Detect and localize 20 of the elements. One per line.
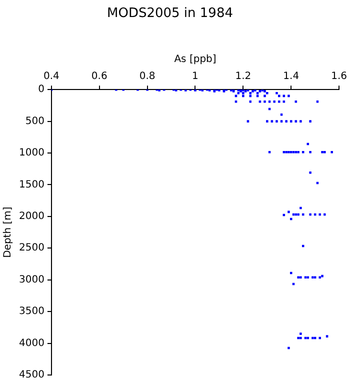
- y-tick-label: 4000: [18, 338, 44, 349]
- x-axis-title: As [ppb]: [174, 54, 216, 66]
- x-tick-label: 0.4: [43, 71, 60, 82]
- y-tick-label: 1500: [18, 179, 44, 190]
- chart-title: MODS2005 in 1984: [107, 6, 233, 22]
- y-tick-label: 2500: [18, 242, 44, 254]
- y-axis-title: Depth [m]: [2, 206, 14, 258]
- y-tick-label: 1000: [18, 148, 44, 159]
- y-tick-label: 4500: [18, 370, 44, 381]
- x-tick-label: 0.6: [91, 71, 108, 82]
- y-tick-label: 2000: [18, 211, 44, 222]
- x-tick-label: 1: [192, 71, 198, 82]
- x-tick-label: 1.4: [283, 71, 300, 82]
- y-tick-label: 0: [38, 84, 44, 96]
- y-tick-label: 500: [25, 116, 44, 127]
- y-tick-label: 3500: [18, 306, 44, 318]
- y-tick-label: 3000: [18, 274, 44, 286]
- x-tick-label: 1.6: [331, 71, 347, 82]
- x-tick-label: 0.8: [139, 71, 156, 82]
- x-tick-label: 1.2: [235, 71, 252, 82]
